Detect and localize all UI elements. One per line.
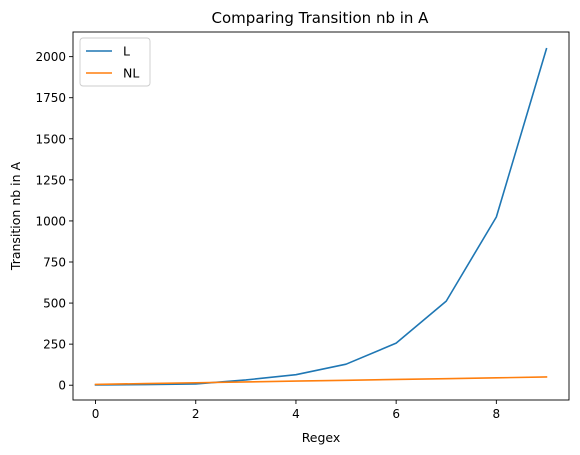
x-tick-label: 0 [92, 407, 100, 421]
y-axis-label: Transition nb in A [8, 161, 23, 271]
plot-frame [72, 31, 570, 401]
y-tick-label: 1500 [35, 132, 66, 146]
x-tick-label: 8 [493, 407, 501, 421]
y-tick-label: 750 [43, 256, 66, 270]
legend-label-nl: NL [123, 66, 139, 81]
plot-area [73, 32, 569, 400]
y-tick-label: 2000 [35, 50, 66, 64]
x-axis-label: Regex [302, 430, 341, 445]
y-tick-label: 1750 [35, 91, 66, 105]
x-tick-label: 6 [392, 407, 400, 421]
x-axis-ticks: 0 2 4 6 8 [92, 400, 500, 421]
x-tick-label: 4 [292, 407, 300, 421]
y-tick-label: 1250 [35, 173, 66, 187]
legend-box [79, 37, 151, 87]
series-lines [94, 47, 548, 386]
legend: L NL [79, 37, 151, 87]
legend-label-l: L [123, 44, 130, 59]
series-line-l [94, 47, 548, 386]
series-line-nl [94, 376, 548, 386]
chart-title: Comparing Transition nb in A [212, 9, 430, 27]
y-tick-label: 250 [43, 338, 66, 352]
y-tick-label: 0 [58, 379, 66, 393]
y-tick-label: 1000 [35, 214, 66, 228]
x-tick-label: 2 [192, 407, 200, 421]
y-axis-ticks: 0 250 500 750 1000 1250 1500 1750 2000 [35, 50, 73, 393]
y-tick-label: 500 [43, 297, 66, 311]
